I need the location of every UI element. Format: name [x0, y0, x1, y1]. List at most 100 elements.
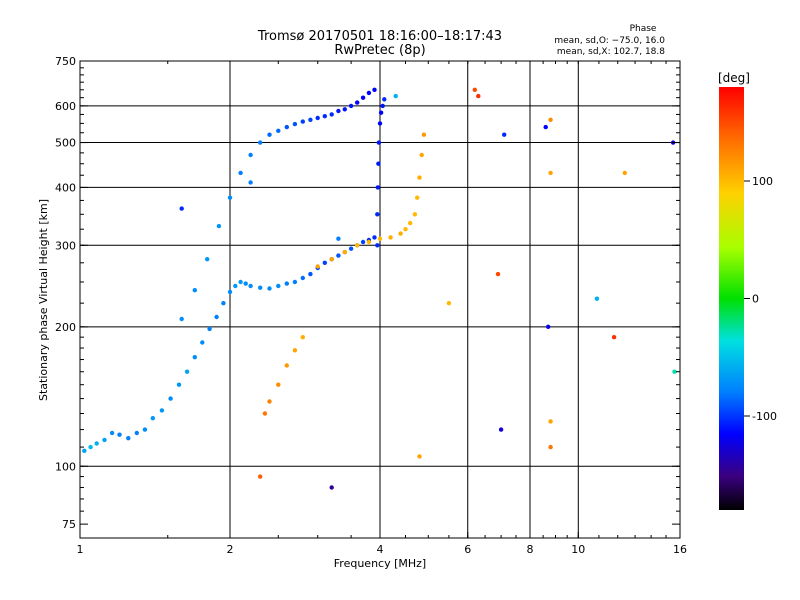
x-tick-label: 2 [227, 543, 234, 556]
data-point [300, 335, 305, 340]
data-point [377, 121, 383, 126]
data-point [134, 430, 139, 436]
data-point [292, 279, 298, 285]
data-point [378, 110, 384, 115]
data-point [366, 239, 372, 245]
data-point [179, 316, 184, 322]
data-point [300, 275, 305, 281]
data-point [408, 220, 413, 226]
data-point [476, 93, 481, 99]
data-point [159, 408, 165, 413]
data-point [546, 324, 551, 329]
data-point [329, 257, 334, 262]
data-point [258, 285, 263, 290]
data-point [238, 279, 243, 285]
y-axis-ticks: 75 100 200 300 400 500 600 750 [55, 55, 680, 531]
chart-title-line2: RwPretec (8p) [334, 43, 425, 58]
data-point [375, 212, 380, 217]
data-point [248, 152, 253, 158]
data-point [543, 124, 548, 130]
data-point [548, 170, 553, 176]
data-point [393, 93, 398, 99]
colorbar-tick-label: 0 [752, 293, 759, 306]
data-point [284, 363, 289, 368]
data-point [548, 444, 553, 450]
y-tick-label: 75 [62, 518, 76, 531]
data-point [117, 432, 122, 437]
data-point [421, 132, 427, 137]
y-tick-label: 200 [55, 321, 76, 334]
data-point [207, 326, 212, 332]
data-point [412, 212, 418, 217]
x-tick-label: 10 [571, 543, 585, 556]
colorbar-tick-label: -100 [752, 410, 777, 423]
data-point [200, 340, 205, 345]
data-point [415, 195, 420, 200]
data-point [355, 100, 360, 105]
data-point [360, 239, 366, 245]
data-point [360, 95, 366, 100]
data-point [322, 260, 327, 265]
data-point [498, 427, 504, 432]
data-point [380, 103, 385, 109]
data-point [276, 128, 281, 133]
data-point [446, 301, 452, 306]
data-point [366, 90, 372, 96]
data-point [292, 348, 298, 353]
data-point [336, 108, 341, 114]
data-point [336, 253, 341, 258]
data-point [284, 124, 289, 130]
data-point [168, 396, 173, 401]
data-point [622, 170, 627, 176]
x-tick-label: 8 [527, 543, 534, 556]
x-tick-label: 1 [77, 543, 84, 556]
data-point [611, 335, 617, 340]
data-point [377, 236, 383, 241]
data-point [417, 175, 422, 180]
data-point [403, 227, 408, 232]
data-point [495, 271, 501, 277]
chart-title-line1: Tromsø 20170501 18:16:00–18:17:43 [257, 29, 502, 44]
data-point [258, 140, 263, 145]
data-point [267, 399, 272, 404]
colorbar-label: [deg] [718, 71, 750, 85]
x-tick-label: 6 [464, 543, 471, 556]
data-point [221, 301, 226, 306]
x-tick-label: 4 [377, 543, 384, 556]
data-point [142, 427, 148, 432]
colorbar-ticks: 100 0 -100 [744, 175, 777, 423]
data-point [176, 382, 182, 387]
data-point [315, 264, 320, 269]
data-point [300, 119, 305, 124]
data-point [179, 206, 184, 211]
data-point [248, 283, 253, 289]
data-point [227, 195, 233, 200]
x-axis-ticks: 1 2 4 6 8 10 16 [77, 61, 687, 556]
data-point [322, 114, 327, 119]
data-point [102, 437, 107, 443]
data-point [109, 430, 115, 436]
data-point [548, 419, 553, 424]
data-point [329, 112, 334, 117]
data-point [548, 117, 553, 123]
data-point [502, 132, 507, 137]
data-point [192, 288, 197, 293]
data-point [150, 416, 155, 421]
data-point [342, 107, 347, 112]
data-point [276, 283, 281, 289]
data-point [292, 121, 298, 127]
data-point [248, 180, 253, 185]
data-point [342, 249, 347, 255]
y-tick-label: 300 [55, 239, 76, 252]
data-point [267, 286, 272, 291]
data-point [308, 271, 313, 277]
data-point [376, 161, 381, 166]
data-point [258, 474, 263, 479]
data-point [594, 296, 600, 301]
data-point [329, 485, 334, 490]
y-tick-label: 750 [55, 55, 76, 68]
colorbar-tick-label: 100 [752, 175, 773, 188]
data-point [372, 235, 377, 240]
data-point [417, 454, 422, 459]
